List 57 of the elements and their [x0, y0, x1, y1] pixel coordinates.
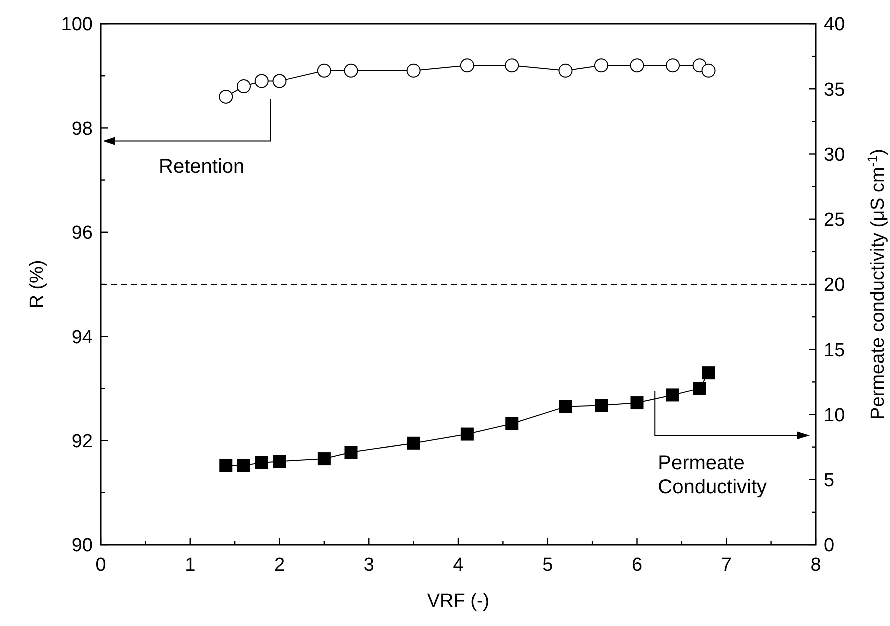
- point: [693, 382, 706, 396]
- y2-tick-label: 15: [824, 340, 846, 362]
- point: [630, 58, 644, 73]
- point: [255, 456, 268, 470]
- point: [505, 58, 520, 73]
- x-tick-label: 1: [185, 555, 196, 576]
- point: [220, 459, 233, 472]
- y2-tick-label: 10: [824, 405, 846, 426]
- point: [219, 90, 234, 104]
- y-tick-label: 96: [72, 223, 93, 244]
- y-tick-label: 90: [72, 536, 93, 557]
- point: [238, 459, 250, 472]
- x-tick-label: 4: [453, 555, 464, 576]
- y-tick-label: 92: [72, 431, 93, 452]
- x-tick-label: 3: [364, 555, 374, 576]
- y-tick-label: 100: [61, 14, 93, 36]
- point: [344, 64, 358, 78]
- point: [702, 366, 716, 380]
- point: [594, 58, 608, 73]
- y2-tick-label: 5: [824, 470, 835, 492]
- y2-tick-label: 0: [824, 536, 835, 557]
- point: [272, 74, 287, 88]
- y2-tick-label: 20: [824, 275, 846, 296]
- y-axis-title: R (%): [27, 260, 48, 309]
- x-tick-label: 5: [542, 555, 554, 576]
- y-tick-label: 94: [72, 327, 94, 348]
- point: [317, 64, 332, 78]
- x-axis-title: VRF (-): [427, 591, 490, 612]
- point: [506, 417, 519, 430]
- y2-tick-label: 40: [824, 14, 846, 36]
- point: [254, 74, 269, 88]
- point: [630, 396, 644, 410]
- x-tick-label: 6: [632, 555, 643, 576]
- point: [344, 446, 358, 460]
- y2-tick-label: 25: [824, 210, 846, 232]
- point: [666, 388, 680, 402]
- point: [407, 436, 420, 450]
- y2-tick-label: 35: [824, 80, 846, 101]
- y-tick-label: 98: [72, 118, 93, 140]
- point: [666, 58, 680, 73]
- point: [460, 58, 474, 73]
- x-tick-label: 7: [721, 555, 732, 576]
- point: [237, 80, 251, 94]
- point: [558, 64, 573, 78]
- point: [702, 64, 716, 78]
- x-tick-label: 8: [810, 555, 822, 576]
- x-tick-label: 2: [274, 555, 286, 576]
- x-tick-label: 0: [96, 555, 106, 576]
- annotation: Permeate Conductivity: [658, 452, 768, 499]
- point: [273, 455, 286, 468]
- point: [460, 428, 474, 441]
- annotation: Retention: [159, 156, 245, 178]
- point: [406, 64, 421, 78]
- point: [559, 400, 572, 414]
- point: [595, 399, 608, 412]
- point: [318, 452, 331, 466]
- y2-tick-label: 30: [824, 144, 846, 166]
